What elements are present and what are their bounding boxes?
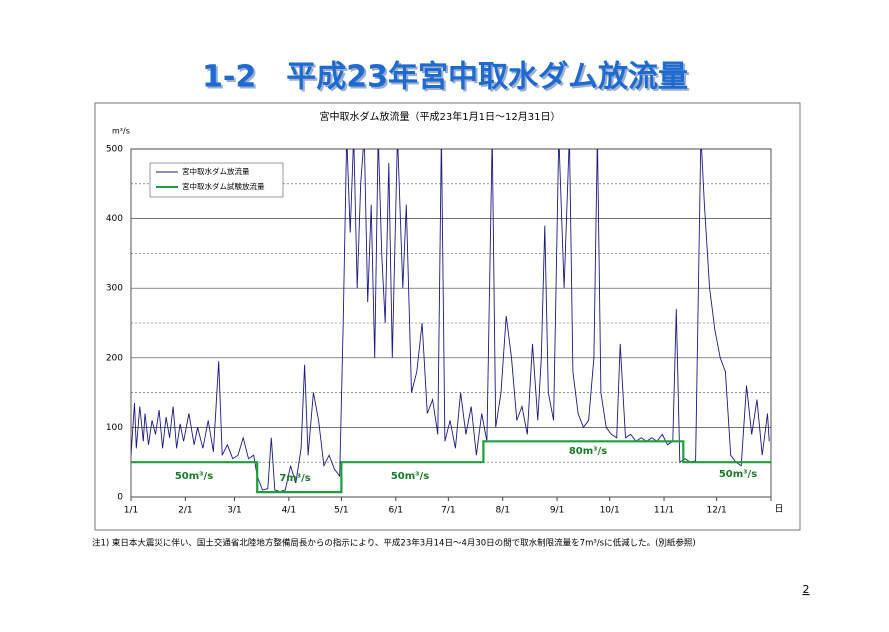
x-tick-label: 1/1 — [124, 506, 138, 516]
y-tick-label: 200 — [106, 353, 123, 363]
series-line — [131, 149, 770, 492]
page-number: 2 — [803, 583, 810, 596]
annotation: 7m³/s — [279, 473, 310, 484]
y-tick-label: 500 — [106, 145, 123, 155]
title-shadow: 1-2 平成23年宮中取水ダム放流量 — [204, 62, 690, 97]
annotation: 50m³/s — [719, 469, 757, 480]
x-tick-label: 12/1 — [707, 506, 727, 516]
x-tick-label: 2/1 — [178, 506, 192, 516]
footnote: 注1) 東日本大震災に伴い、国土交通省北陸地方整備局長からの指示により、平成23… — [92, 538, 696, 549]
page-title: 1-2 平成23年宮中取水ダム放流量 — [202, 60, 688, 95]
x-tick-label: 8/1 — [495, 506, 509, 516]
y-tick-label: 400 — [106, 214, 123, 224]
legend-box — [149, 162, 284, 198]
legend-label: 宮中取水ダム放流量 — [182, 166, 250, 176]
x-tick-label: 10/1 — [600, 506, 620, 516]
x-tick-label: 9/1 — [550, 506, 564, 516]
y-axis-label: m³/s — [112, 127, 130, 136]
x-tick-label: 5/1 — [334, 506, 348, 516]
annotation: 50m³/s — [175, 471, 213, 482]
x-tick-label: 7/1 — [441, 506, 455, 516]
annotation: 80m³/s — [569, 446, 607, 457]
legend-label: 宮中取水ダム試験放流量 — [182, 181, 265, 191]
annotation: 50m³/s — [391, 471, 429, 482]
y-tick-label: 300 — [106, 284, 123, 294]
x-tick-label: 3/1 — [227, 506, 241, 516]
plot-lines — [131, 149, 771, 494]
x-tick-label: 6/1 — [389, 506, 403, 516]
y-tick-label: 0 — [117, 493, 123, 503]
chart-title: 宮中取水ダム放流量（平成23年1月1日～12月31日） — [320, 110, 561, 123]
x-axis-label: 日 — [774, 504, 783, 515]
x-tick-label: 4/1 — [282, 506, 296, 516]
x-tick-label: 11/1 — [654, 506, 674, 516]
y-tick-label: 100 — [106, 423, 123, 433]
series-line — [131, 440, 771, 494]
chart-frame — [94, 102, 801, 531]
